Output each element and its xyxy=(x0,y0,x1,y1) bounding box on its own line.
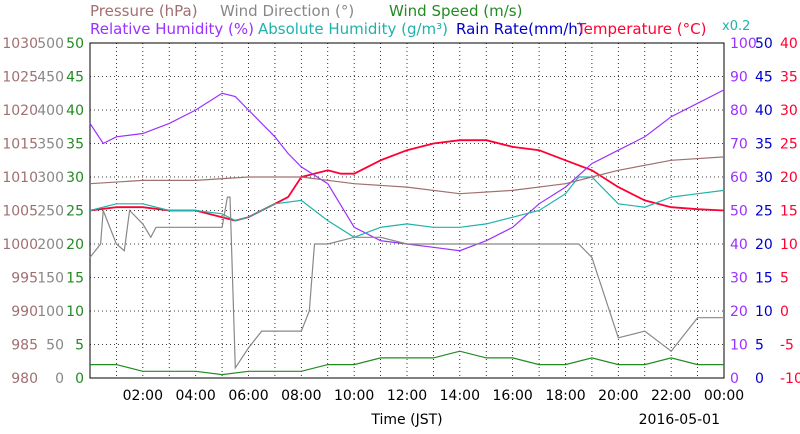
y-tick-label: 1015 xyxy=(2,137,38,153)
y-tick-label: 30 xyxy=(66,170,84,186)
y-tick-label: 0 xyxy=(780,304,789,320)
y-tick-label: 1000 xyxy=(2,237,38,253)
y-tick-label: 50 xyxy=(755,36,773,52)
series-line xyxy=(89,156,725,195)
y-tick-label: 10 xyxy=(730,338,748,354)
series-line xyxy=(89,176,725,238)
y-tick-label: 40 xyxy=(66,103,84,119)
y-tick-label: 90 xyxy=(730,70,748,86)
y-tick-label: 350 xyxy=(37,137,64,153)
y-tick-label: 50 xyxy=(66,36,84,52)
y-tick-label: 100 xyxy=(37,304,64,320)
y-tick-label: 80 xyxy=(730,103,748,119)
x-tick-label: 12:00 xyxy=(387,388,427,404)
y-tick-label: 30 xyxy=(780,103,798,119)
y-tick-label: 0 xyxy=(755,371,764,387)
y-tick-label: 20 xyxy=(755,237,773,253)
x-tick-label: 00:00 xyxy=(704,388,744,404)
y-tick-label: 250 xyxy=(37,204,64,220)
y-tick-label: 985 xyxy=(11,338,38,354)
y-tick-label: 1030 xyxy=(2,36,38,52)
y-tick-label: 25 xyxy=(780,137,798,153)
x-tick-label: 06:00 xyxy=(228,388,268,404)
legend-entry: Rain Rate(mm/h) xyxy=(456,20,584,38)
y-tick-label: 35 xyxy=(755,137,773,153)
y-tick-label: 1025 xyxy=(2,70,38,86)
legend-entry: Pressure (hPa) xyxy=(90,2,198,20)
y-tick-label: 990 xyxy=(11,304,38,320)
date-label: 2016-05-01 xyxy=(639,412,720,428)
x-tick-label: 04:00 xyxy=(175,388,215,404)
y-tick-label: 1010 xyxy=(2,170,38,186)
y-tick-label: 45 xyxy=(755,70,773,86)
y-tick-label: 5 xyxy=(75,338,84,354)
y-tick-label: 995 xyxy=(11,271,38,287)
y-tick-label: 10 xyxy=(755,304,773,320)
y-tick-label: 15 xyxy=(755,271,773,287)
y-tick-label: 30 xyxy=(755,170,773,186)
x-tick-label: 18:00 xyxy=(545,388,585,404)
axes: 9809859909951000100510101015102010251030… xyxy=(2,36,800,387)
y-tick-label: 50 xyxy=(730,204,748,220)
y-tick-label: 40 xyxy=(780,36,798,52)
y-tick-label: 500 xyxy=(37,36,64,52)
y-tick-label: 400 xyxy=(37,103,64,119)
series-line xyxy=(90,350,724,376)
y-tick-label: 10 xyxy=(66,304,84,320)
series-lines xyxy=(89,89,725,376)
y-tick-label: -10 xyxy=(780,371,800,387)
y-tick-label: 25 xyxy=(66,204,84,220)
x-tick-label: 08:00 xyxy=(281,388,321,404)
y-tick-label: 20 xyxy=(730,304,748,320)
y-tick-label: 40 xyxy=(755,103,773,119)
x-tick-label: 02:00 xyxy=(123,388,163,404)
y-tick-label: 450 xyxy=(37,70,64,86)
x-tick-label: 10:00 xyxy=(334,388,374,404)
y-tick-label: 20 xyxy=(66,237,84,253)
y-tick-label: 20 xyxy=(780,170,798,186)
y-tick-label: 35 xyxy=(66,137,84,153)
y-tick-label: 45 xyxy=(66,70,84,86)
y-tick-label: 1020 xyxy=(2,103,38,119)
legend-entry: Relative Humidity (%) xyxy=(90,20,254,38)
series-line xyxy=(89,89,725,252)
y-tick-label: 15 xyxy=(780,204,798,220)
y-tick-label: 5 xyxy=(755,338,764,354)
y-tick-label: 300 xyxy=(37,170,64,186)
series-line xyxy=(89,196,724,370)
legend-entry: Wind Speed (m/s) xyxy=(389,2,522,20)
legend-entry: Absolute Humidity (g/m³) xyxy=(258,20,448,38)
legend-entry: Temperature (°C) xyxy=(576,20,706,38)
y-tick-label: 50 xyxy=(46,338,64,354)
y-tick-label: -5 xyxy=(780,338,794,354)
y-tick-label: 1005 xyxy=(2,204,38,220)
x-tick-label: 16:00 xyxy=(492,388,532,404)
y-tick-label: 5 xyxy=(780,271,789,287)
y-tick-label: 60 xyxy=(730,170,748,186)
series-line xyxy=(89,139,725,222)
y-tick-label: 30 xyxy=(730,271,748,287)
legend-entry: Wind Direction (°) xyxy=(220,2,354,20)
y-tick-label: 40 xyxy=(730,237,748,253)
y-tick-label: 980 xyxy=(11,371,38,387)
y-tick-label: 200 xyxy=(37,237,64,253)
legend: Pressure (hPa) Wind Direction (°) Wind Spe… xyxy=(90,2,750,38)
y-tick-label: 10 xyxy=(780,237,798,253)
x-axis: 02:00 04:00 06:00 08:00 10:00 12:00 14:00 16:00… xyxy=(123,388,745,404)
y-tick-label: 25 xyxy=(755,204,773,220)
x-tick-label: 20:00 xyxy=(598,388,638,404)
y-tick-label: 100 xyxy=(730,36,757,52)
y-tick-label: 15 xyxy=(66,271,84,287)
y-tick-label: 150 xyxy=(37,271,64,287)
y-tick-label: 70 xyxy=(730,137,748,153)
y-tick-label: 0 xyxy=(55,371,64,387)
x-axis-title: Time (JST) xyxy=(370,412,442,428)
y-tick-label: 35 xyxy=(780,70,798,86)
x-tick-label: 14:00 xyxy=(440,388,480,404)
y-tick-label: 0 xyxy=(730,371,739,387)
y-tick-label: 0 xyxy=(75,371,84,387)
x-tick-label: 22:00 xyxy=(651,388,691,404)
legend-multiplier: x0.2 xyxy=(722,19,750,34)
